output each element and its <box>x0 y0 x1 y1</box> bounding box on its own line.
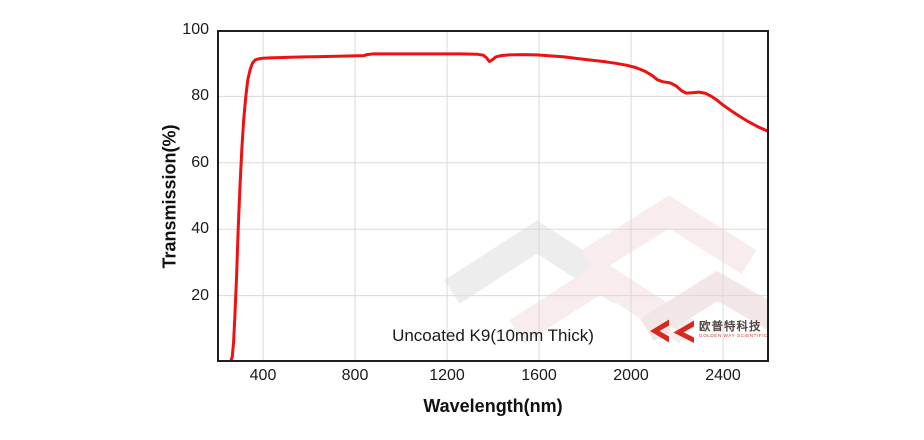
x-axis-title: Wavelength(nm) <box>423 396 563 416</box>
gridlines <box>217 30 769 362</box>
y-tick-label: 80 <box>191 87 209 105</box>
plot-frame <box>217 30 769 362</box>
logo-english-text: GOLDEN WAY SCIENTIFIC <box>699 332 768 338</box>
x-tick-label: 400 <box>249 367 277 384</box>
plot-area <box>217 30 769 362</box>
logo-chinese-text: 欧普特科技 <box>699 320 762 333</box>
logo-emblem-icon <box>650 319 694 343</box>
x-tick-label: 800 <box>341 367 369 384</box>
y-tick-label: 40 <box>191 220 209 238</box>
x-tick-label: 2400 <box>705 367 741 384</box>
series-annotation: Uncoated K9(10mm Thick) <box>392 326 594 345</box>
series-line <box>217 52 769 362</box>
y-tick-label: 60 <box>191 153 209 171</box>
x-tick-label: 1600 <box>521 367 557 384</box>
y-tick-label: 20 <box>191 286 209 304</box>
y-tick-label: 100 <box>182 21 209 38</box>
x-tick-label: 1200 <box>429 367 465 384</box>
y-axis-title: Transmission(%) <box>159 124 180 269</box>
watermark-logo <box>444 195 769 344</box>
x-tick-label: 2000 <box>613 367 649 384</box>
vendor-logo: 欧普特科技 GOLDEN WAY SCIENTIFIC <box>649 316 768 343</box>
transmission-curve <box>217 52 769 362</box>
